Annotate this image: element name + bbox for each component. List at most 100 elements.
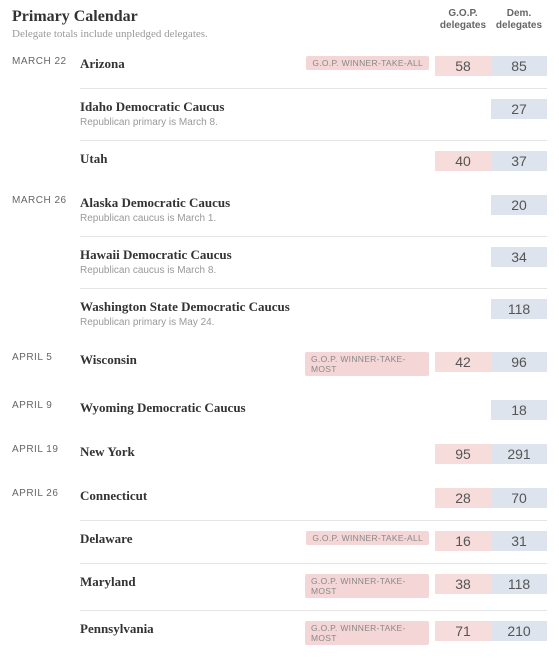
- column-headers: G.O.P. delegates Dem. delegates: [435, 8, 547, 32]
- contest-name: Utah: [80, 151, 297, 168]
- contest-note: Republican caucus is March 8.: [80, 265, 297, 276]
- contests-list: New York 95291: [80, 442, 547, 476]
- contests-list: Wyoming Democratic Caucus 18: [80, 398, 547, 432]
- winner-take-badge: G.O.P. WINNER-TAKE-MOST: [305, 621, 429, 645]
- contest-row: Washington State Democratic CaucusRepubl…: [80, 288, 547, 340]
- header-left: Primary Calendar Delegate totals include…: [12, 8, 435, 40]
- dem-delegates: 118: [491, 574, 547, 594]
- contest-info: Idaho Democratic CaucusRepublican primar…: [80, 99, 305, 128]
- contest-info: Wisconsin: [80, 352, 305, 369]
- badge-cell: G.O.P. WINNER-TAKE-MOST: [305, 574, 435, 598]
- contest-note: Republican primary is March 8.: [80, 117, 297, 128]
- dem-delegates: 118: [491, 299, 547, 319]
- contest-row: Idaho Democratic CaucusRepublican primar…: [80, 88, 547, 140]
- contest-note: Republican caucus is March 1.: [80, 213, 297, 224]
- dem-delegates: 37: [491, 151, 547, 171]
- contest-name: Maryland: [80, 574, 297, 591]
- contests-list: Arizona G.O.P. WINNER-TAKE-ALL 5885 Idaho D…: [80, 54, 547, 183]
- date-group: APRIL 9Wyoming Democratic Caucus 18: [12, 388, 547, 432]
- contest-name: Arizona: [80, 56, 297, 73]
- badge-cell: G.O.P. WINNER-TAKE-ALL: [305, 56, 435, 70]
- contest-row: Wyoming Democratic Caucus 18: [80, 398, 547, 432]
- gop-delegates: 40: [435, 151, 491, 171]
- gop-delegates: 95: [435, 444, 491, 464]
- contest-name: Delaware: [80, 531, 297, 548]
- dem-delegates: 96: [491, 352, 547, 372]
- contest-name: Idaho Democratic Caucus: [80, 99, 297, 116]
- contest-info: Washington State Democratic CaucusRepubl…: [80, 299, 305, 328]
- gop-column-header: G.O.P. delegates: [435, 8, 491, 32]
- contest-name: Pennsylvania: [80, 621, 297, 638]
- contest-row: Maryland G.O.P. WINNER-TAKE-MOST 38118: [80, 563, 547, 610]
- badge-cell: G.O.P. WINNER-TAKE-MOST: [305, 352, 435, 376]
- contest-row: Delaware G.O.P. WINNER-TAKE-ALL 1631: [80, 520, 547, 563]
- gop-delegates: 38: [435, 574, 491, 594]
- gop-delegates: 42: [435, 352, 491, 372]
- contest-info: Hawaii Democratic CaucusRepublican caucu…: [80, 247, 305, 276]
- contest-row: Connecticut2870: [80, 486, 547, 520]
- contest-row: New York 95291: [80, 442, 547, 476]
- gop-delegates: 71: [435, 621, 491, 641]
- contest-info: Arizona: [80, 56, 305, 73]
- dem-delegates: 210: [491, 621, 547, 641]
- table-header: Primary Calendar Delegate totals include…: [12, 8, 547, 40]
- dem-delegates: 18: [491, 400, 547, 420]
- date-group: MARCH 26Alaska Democratic CaucusRepublic…: [12, 183, 547, 340]
- contest-info: Utah: [80, 151, 305, 168]
- gop-delegates: 58: [435, 56, 491, 76]
- calendar-body: MARCH 22ArizonaG.O.P. WINNER-TAKE-ALL588…: [12, 44, 547, 657]
- contest-row: Hawaii Democratic CaucusRepublican caucu…: [80, 236, 547, 288]
- contest-note: Republican primary is May 24.: [80, 317, 297, 328]
- winner-take-badge: G.O.P. WINNER-TAKE-ALL: [306, 56, 429, 70]
- contest-info: New York: [80, 444, 305, 461]
- dem-delegates: 291: [491, 444, 547, 464]
- contest-info: Maryland: [80, 574, 305, 591]
- contest-info: Wyoming Democratic Caucus: [80, 400, 305, 417]
- winner-take-badge: G.O.P. WINNER-TAKE-MOST: [305, 352, 429, 376]
- contest-info: Alaska Democratic CaucusRepublican caucu…: [80, 195, 305, 224]
- dem-delegates: 34: [491, 247, 547, 267]
- contest-name: Wisconsin: [80, 352, 297, 369]
- contest-row: Utah 4037: [80, 140, 547, 183]
- dem-delegates: 70: [491, 488, 547, 508]
- date-group: MARCH 22ArizonaG.O.P. WINNER-TAKE-ALL588…: [12, 44, 547, 183]
- gop-delegates: [435, 299, 491, 303]
- date-label: APRIL 9: [12, 398, 80, 432]
- dem-delegates: 20: [491, 195, 547, 215]
- dem-column-header: Dem. delegates: [491, 8, 547, 32]
- date-label: APRIL 26: [12, 486, 80, 657]
- gop-delegates: [435, 195, 491, 199]
- contest-name: Alaska Democratic Caucus: [80, 195, 297, 212]
- contest-row: Alaska Democratic CaucusRepublican caucu…: [80, 193, 547, 236]
- contests-list: Connecticut2870 Delaware G.O.P. WINNER-TAK…: [80, 486, 547, 657]
- contest-row: Arizona G.O.P. WINNER-TAKE-ALL 5885: [80, 54, 547, 88]
- winner-take-badge: G.O.P. WINNER-TAKE-MOST: [305, 574, 429, 598]
- date-group: APRIL 19New York 95291: [12, 432, 547, 476]
- contest-row: Pennsylvania G.O.P. WINNER-TAKE-MOST 71210: [80, 610, 547, 657]
- gop-delegates: [435, 99, 491, 103]
- gop-delegates: [435, 247, 491, 251]
- date-label: MARCH 26: [12, 193, 80, 340]
- contest-info: Pennsylvania: [80, 621, 305, 638]
- gop-delegates: 28: [435, 488, 491, 508]
- contests-list: Wisconsin G.O.P. WINNER-TAKE-MOST 4296: [80, 350, 547, 388]
- page-title: Primary Calendar: [12, 8, 435, 26]
- winner-take-badge: G.O.P. WINNER-TAKE-ALL: [306, 531, 429, 545]
- date-label: APRIL 19: [12, 442, 80, 476]
- contest-row: Wisconsin G.O.P. WINNER-TAKE-MOST 4296: [80, 350, 547, 388]
- date-group: APRIL 26Connecticut2870 Delaware G.O.P. WI…: [12, 476, 547, 657]
- dem-delegates: 31: [491, 531, 547, 551]
- dem-delegates: 27: [491, 99, 547, 119]
- gop-delegates: 16: [435, 531, 491, 551]
- contest-name: Hawaii Democratic Caucus: [80, 247, 297, 264]
- contests-list: Alaska Democratic CaucusRepublican caucu…: [80, 193, 547, 340]
- date-group: APRIL 5WisconsinG.O.P. WINNER-TAKE-MOST4…: [12, 340, 547, 388]
- contest-info: Delaware: [80, 531, 305, 548]
- contest-name: Wyoming Democratic Caucus: [80, 400, 297, 417]
- dem-delegates: 85: [491, 56, 547, 76]
- contest-name: Washington State Democratic Caucus: [80, 299, 297, 316]
- badge-cell: G.O.P. WINNER-TAKE-MOST: [305, 621, 435, 645]
- contest-name: New York: [80, 444, 297, 461]
- page-subtitle: Delegate totals include unpledged delega…: [12, 28, 435, 40]
- badge-cell: G.O.P. WINNER-TAKE-ALL: [305, 531, 435, 545]
